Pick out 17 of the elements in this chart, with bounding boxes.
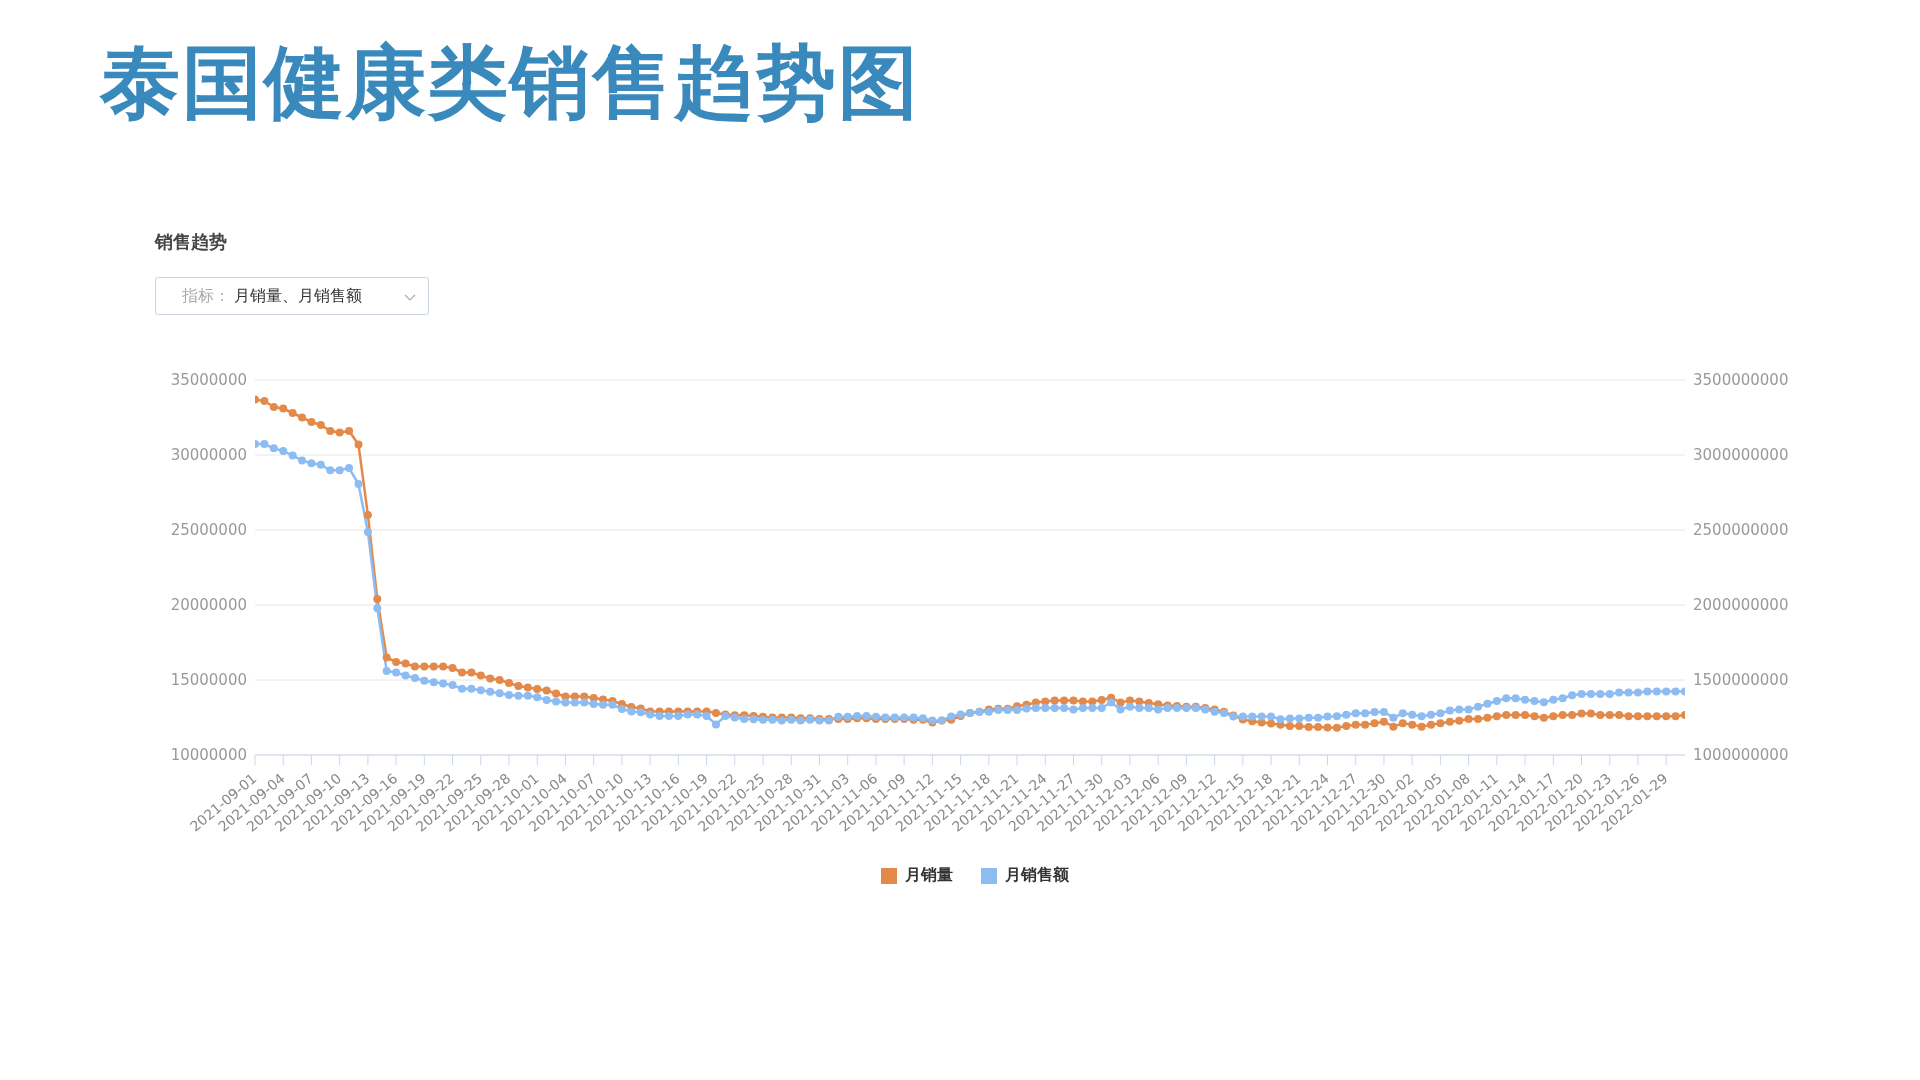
y-tick-label: 15000000 [170,671,247,690]
legend-label: 月销量 [904,865,953,886]
y-tick-label: 10000000 [170,746,247,765]
y2-tick-label: 3000000000 [1693,446,1789,465]
chart-title: 泰国健康类销售趋势图 [100,35,920,131]
y2-tick-label: 1000000000 [1693,746,1789,765]
y-tick-label: 35000000 [170,371,247,390]
y2-tick-label: 3500000000 [1693,371,1789,390]
dropdown-field: 指标： 月销量、月销售额 [155,277,429,315]
y-tick-label: 30000000 [170,446,247,465]
y2-tick-label: 2000000000 [1693,596,1789,615]
y2-tick-label: 1500000000 [1693,671,1789,690]
legend-label: 月销售额 [1004,865,1069,886]
y-tick-label: 25000000 [170,521,247,540]
chart-subtitle: 销售趋势 [155,230,227,254]
y2-tick-label: 2500000000 [1693,521,1789,540]
y-tick-label: 20000000 [170,596,247,615]
